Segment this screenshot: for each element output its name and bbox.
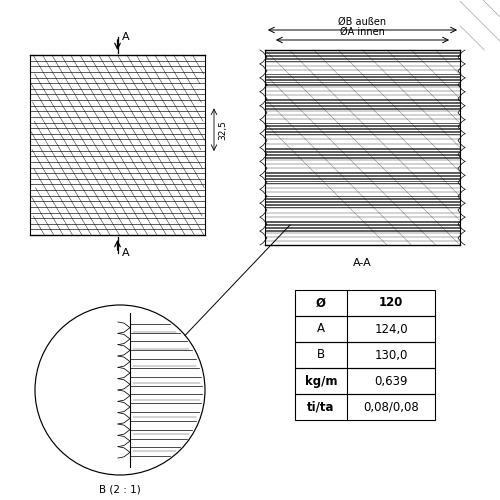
Bar xyxy=(295,394,435,420)
Bar xyxy=(295,368,435,394)
Text: kg/m: kg/m xyxy=(305,374,337,388)
Bar xyxy=(295,342,435,368)
Text: 0,08/0,08: 0,08/0,08 xyxy=(363,400,419,413)
Text: A: A xyxy=(317,322,325,336)
Text: B: B xyxy=(317,348,325,362)
Text: ØA innen: ØA innen xyxy=(340,27,385,37)
Text: ti/ta: ti/ta xyxy=(307,400,335,413)
Bar xyxy=(265,50,460,245)
Text: 120: 120 xyxy=(379,296,403,310)
Text: 0,639: 0,639 xyxy=(374,374,408,388)
Text: A: A xyxy=(122,248,129,258)
Text: ØB außen: ØB außen xyxy=(338,17,386,27)
Text: 130,0: 130,0 xyxy=(374,348,408,362)
Text: 32,5: 32,5 xyxy=(218,120,227,140)
Bar xyxy=(295,290,435,316)
Text: Ø: Ø xyxy=(316,296,326,310)
Text: B (2 : 1): B (2 : 1) xyxy=(99,485,141,495)
Text: 124,0: 124,0 xyxy=(374,322,408,336)
Text: A: A xyxy=(122,32,129,42)
Bar xyxy=(295,316,435,342)
Text: A-A: A-A xyxy=(353,258,372,268)
